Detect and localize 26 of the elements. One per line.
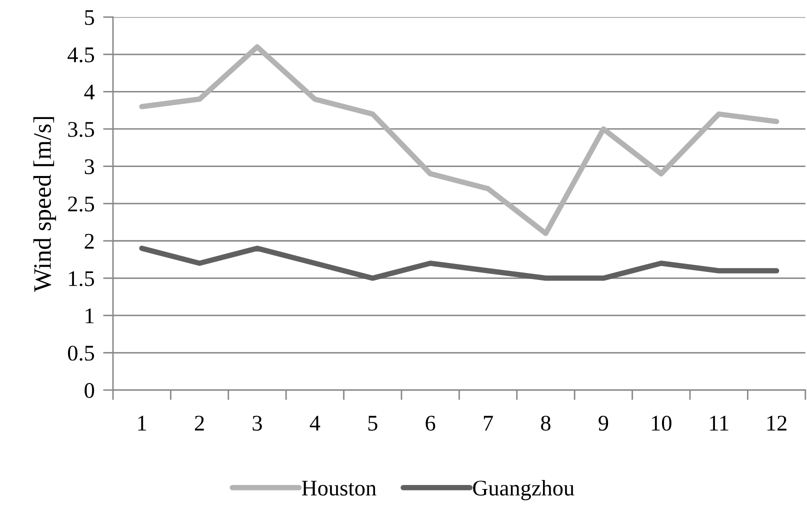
y-tick-label: 2.5 [68, 196, 94, 212]
y-tick-label: 3 [84, 159, 94, 174]
x-tick-label: 7 [484, 416, 493, 430]
y-tick-label: 4.5 [68, 47, 94, 62]
x-tick-label: 10 [652, 416, 672, 431]
y-axis-title: Wind speed [m/s] [33, 117, 56, 292]
x-tick-label: 11 [710, 416, 728, 430]
x-tick-label: 6 [426, 416, 436, 431]
y-tick-label: 1 [86, 308, 94, 324]
x-tick-label: 9 [598, 416, 608, 431]
legend-label: Houston [302, 480, 376, 496]
x-tick-label: 2 [194, 416, 204, 430]
legend-label: Guangzhou [473, 480, 574, 500]
y-tick-label: 3.5 [68, 122, 94, 138]
x-tick-label: 5 [368, 416, 378, 431]
y-tick-label: 1.5 [69, 271, 94, 286]
y-tick-label: 2 [84, 234, 94, 249]
y-tick-label: 5 [85, 10, 94, 26]
y-tick-label: 0.5 [68, 346, 94, 361]
y-tick-label: 4 [84, 84, 95, 100]
x-tick-label: 4 [310, 416, 320, 430]
x-tick-label: 8 [541, 416, 550, 431]
x-tick-label: 12 [767, 416, 786, 430]
y-tick-label: 0 [84, 382, 94, 398]
x-tick-label: 1 [138, 416, 146, 430]
x-tick-label: 3 [252, 416, 262, 431]
